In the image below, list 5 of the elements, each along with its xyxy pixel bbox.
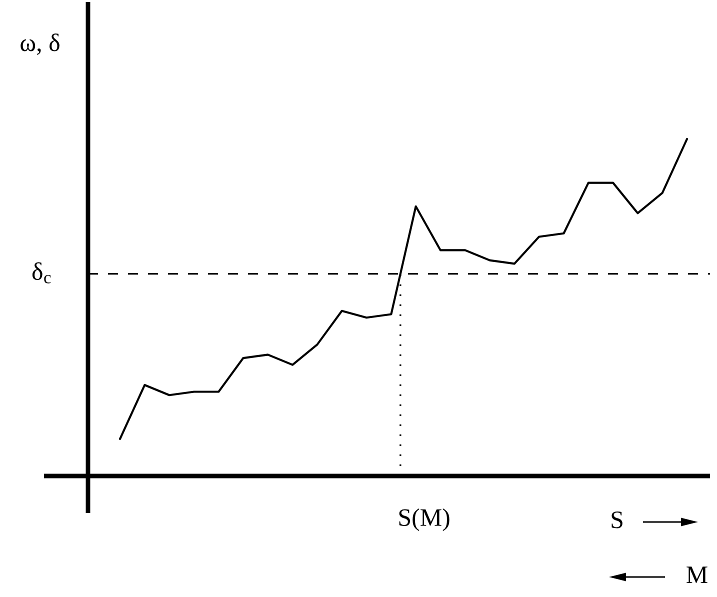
y-axis-title: ω, δ <box>20 34 60 55</box>
x-axis-title: S <box>612 511 622 528</box>
text: M <box>686 566 708 584</box>
text: S(M) <box>399 508 450 532</box>
ref-line-label: δ$_{c}$ <box>32 262 51 284</box>
